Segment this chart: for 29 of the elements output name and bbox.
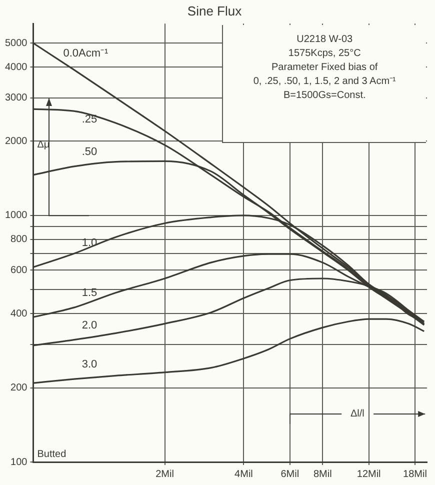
y-tick-label: 600 (10, 264, 28, 276)
x-tick-label: 18Mil (403, 468, 427, 480)
y-tick-label: 200 (10, 382, 28, 394)
x-tick-label: 12Mil (356, 468, 381, 480)
annotation: Δl/l (350, 408, 364, 420)
y-tick-label: 5000 (4, 38, 28, 49)
y-tick-label: 2000 (4, 136, 28, 147)
y-tick-label: 800 (10, 234, 28, 246)
annotation: 1575Kcps, 25°C (287, 46, 362, 61)
series-label: 3.0 (82, 358, 98, 371)
y-tick-label: 100 (10, 456, 28, 468)
series-label: 0.0Acm⁻¹ (63, 48, 109, 60)
y-tick-label: 3000 (4, 92, 28, 104)
annotation: B=1500Gs=Const. (282, 88, 367, 103)
annotation: U2218 W-03 (296, 32, 354, 47)
x-tick-label: 6Mil (280, 468, 300, 480)
x-tick-label: 4Mil (234, 468, 253, 480)
y-tick-label: 4000 (4, 62, 28, 73)
x-tick-label: 8Mil (313, 468, 332, 480)
annotation: 0, .25, .50, 1, 1.5, 2 and 3 Acm⁻¹ (252, 74, 397, 89)
series-label: 1.5 (82, 287, 98, 300)
y-tick-label: 400 (10, 308, 28, 320)
annotation: Butted (37, 448, 66, 460)
series-label: .50 (82, 146, 98, 158)
chart-title: Sine Flux (187, 3, 242, 18)
annotation: Parameter Fixed bias of (270, 60, 379, 75)
y-tick-label: 1000 (4, 210, 28, 222)
x-tick-label: 2Mil (156, 468, 174, 480)
series-label: 2.0 (82, 319, 98, 332)
